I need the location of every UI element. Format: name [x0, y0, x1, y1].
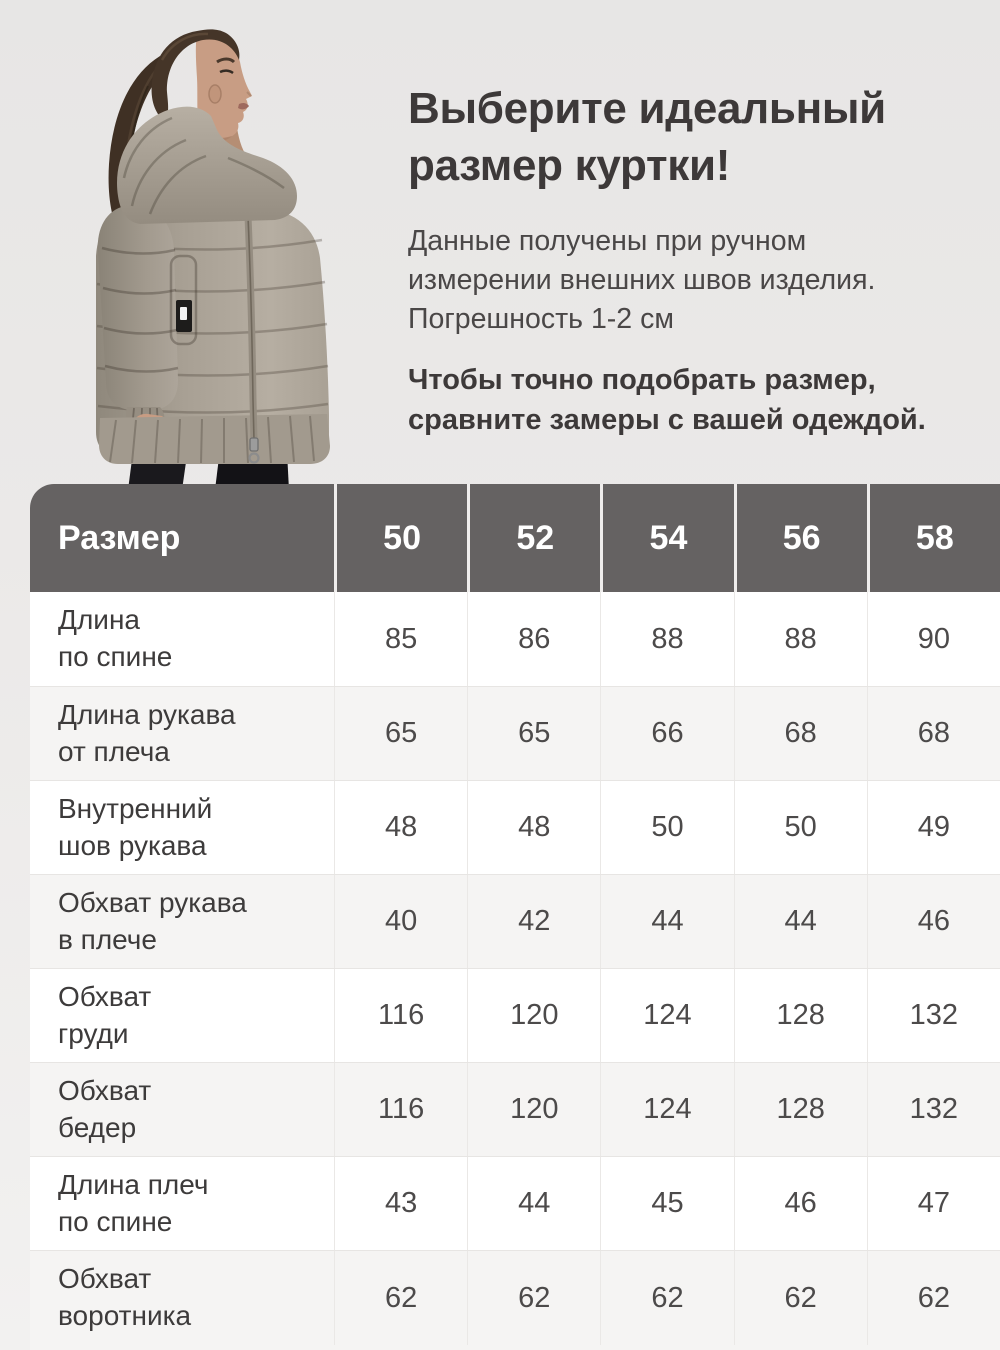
size-value: 49: [866, 781, 1000, 874]
size-value: 50: [733, 781, 867, 874]
size-value: 120: [467, 1063, 600, 1156]
size-value: 86: [467, 592, 600, 686]
size-value: 44: [733, 875, 867, 968]
sleeve-seams: [101, 246, 179, 373]
size-value: 44: [600, 875, 733, 968]
hem-ruffles: [109, 415, 315, 464]
size-value: 90: [866, 592, 1000, 686]
table-row: Внутренний шов рукава 48 48 50 50 49: [30, 780, 1000, 874]
size-value: 48: [467, 781, 600, 874]
product-photo: [0, 0, 430, 490]
size-value: 42: [467, 875, 600, 968]
header-size-label: Размер: [58, 518, 181, 557]
pocket-seam: [169, 254, 198, 346]
size-value: 44: [467, 1157, 600, 1250]
row-label: Длина плеч по спине: [58, 1168, 209, 1237]
brand-patch-glyph: [180, 307, 187, 320]
face: [195, 32, 252, 140]
size-value: 132: [866, 1063, 1000, 1156]
table-row: Длина рукава от плеча 65 65 66 68 68: [30, 686, 1000, 780]
row-label: Обхват рукава в плече: [58, 886, 247, 955]
intro-block: Выберите идеальный размер куртки! Данные…: [408, 80, 993, 441]
measurement-description: Данные получены при ручном измерении вне…: [408, 225, 876, 336]
model-head: [151, 29, 252, 174]
eyebrow: [216, 57, 236, 64]
table-row: Обхват груди 116 120 124 128 132: [30, 968, 1000, 1062]
size-value: 128: [733, 969, 867, 1062]
eye: [219, 69, 234, 75]
size-value: 132: [866, 969, 1000, 1062]
size-value: 85: [334, 592, 467, 686]
size-value: 62: [733, 1251, 867, 1345]
zipper-pull-ring: [248, 452, 260, 464]
size-value: 88: [733, 592, 867, 686]
size-value: 46: [866, 875, 1000, 968]
model-photo: [96, 29, 330, 490]
hood-folds: [122, 116, 285, 215]
size-value: 62: [866, 1251, 1000, 1345]
size-value: 47: [866, 1157, 1000, 1250]
size-value: 46: [733, 1157, 867, 1250]
header-size-58: 58: [866, 484, 1000, 592]
size-value: 62: [334, 1251, 467, 1345]
header-size-52: 52: [467, 484, 600, 592]
jacket-sleeve: [97, 205, 178, 410]
row-label: Внутренний шов рукава: [58, 792, 213, 861]
size-value: 128: [733, 1063, 867, 1156]
size-value: 116: [334, 1063, 467, 1156]
size-value: 124: [600, 969, 733, 1062]
ear: [208, 84, 222, 104]
row-label: Длина по спине: [58, 604, 173, 672]
table-row: Обхват воротника 62 62 62 62 62: [30, 1250, 1000, 1350]
size-value: 43: [334, 1157, 467, 1250]
row-label: Обхват бедер: [58, 1074, 152, 1143]
header-size-50: 50: [334, 484, 467, 592]
row-label: Обхват груди: [58, 980, 152, 1049]
size-value: 66: [600, 687, 733, 780]
size-value: 116: [334, 969, 467, 1062]
size-value: 40: [334, 875, 467, 968]
size-value: 50: [600, 781, 733, 874]
lips: [238, 102, 249, 110]
size-table: Размер 50 52 54 56 58 Длина по спине 85 …: [30, 484, 1000, 1350]
size-value: 124: [600, 1063, 733, 1156]
zipper-slider: [249, 437, 259, 452]
header-size-54: 54: [600, 484, 733, 592]
jacket-hem: [99, 414, 330, 464]
size-value: 68: [733, 687, 867, 780]
table-header-row: Размер 50 52 54 56 58: [30, 484, 1000, 592]
nose-shadow: [246, 91, 252, 97]
size-value: 45: [600, 1157, 733, 1250]
size-value: 48: [334, 781, 467, 874]
table-row: Обхват бедер 116 120 124 128 132: [30, 1062, 1000, 1156]
table-row: Длина плеч по спине 43 44 45 46 47: [30, 1156, 1000, 1250]
size-value: 65: [467, 687, 600, 780]
table-row: Обхват рукава в плече 40 42 44 44 46: [30, 874, 1000, 968]
table-row: Длина по спине 85 86 88 88 90: [30, 592, 1000, 686]
row-label: Длина рукава от плеча: [58, 698, 236, 767]
size-value: 62: [600, 1251, 733, 1345]
size-value: 62: [467, 1251, 600, 1345]
size-value: 120: [467, 969, 600, 1062]
page-title: Выберите идеальный размер куртки!: [408, 84, 886, 191]
hair: [151, 29, 240, 121]
header-size-56: 56: [733, 484, 867, 592]
size-value: 68: [866, 687, 1000, 780]
size-value: 88: [600, 592, 733, 686]
row-label: Обхват воротника: [58, 1263, 192, 1331]
puffer-jacket: [96, 106, 330, 464]
size-value: 65: [334, 687, 467, 780]
hood-collar: [117, 106, 297, 224]
sizing-advice-note: Чтобы точно подобрать размер, сравните з…: [408, 364, 926, 437]
